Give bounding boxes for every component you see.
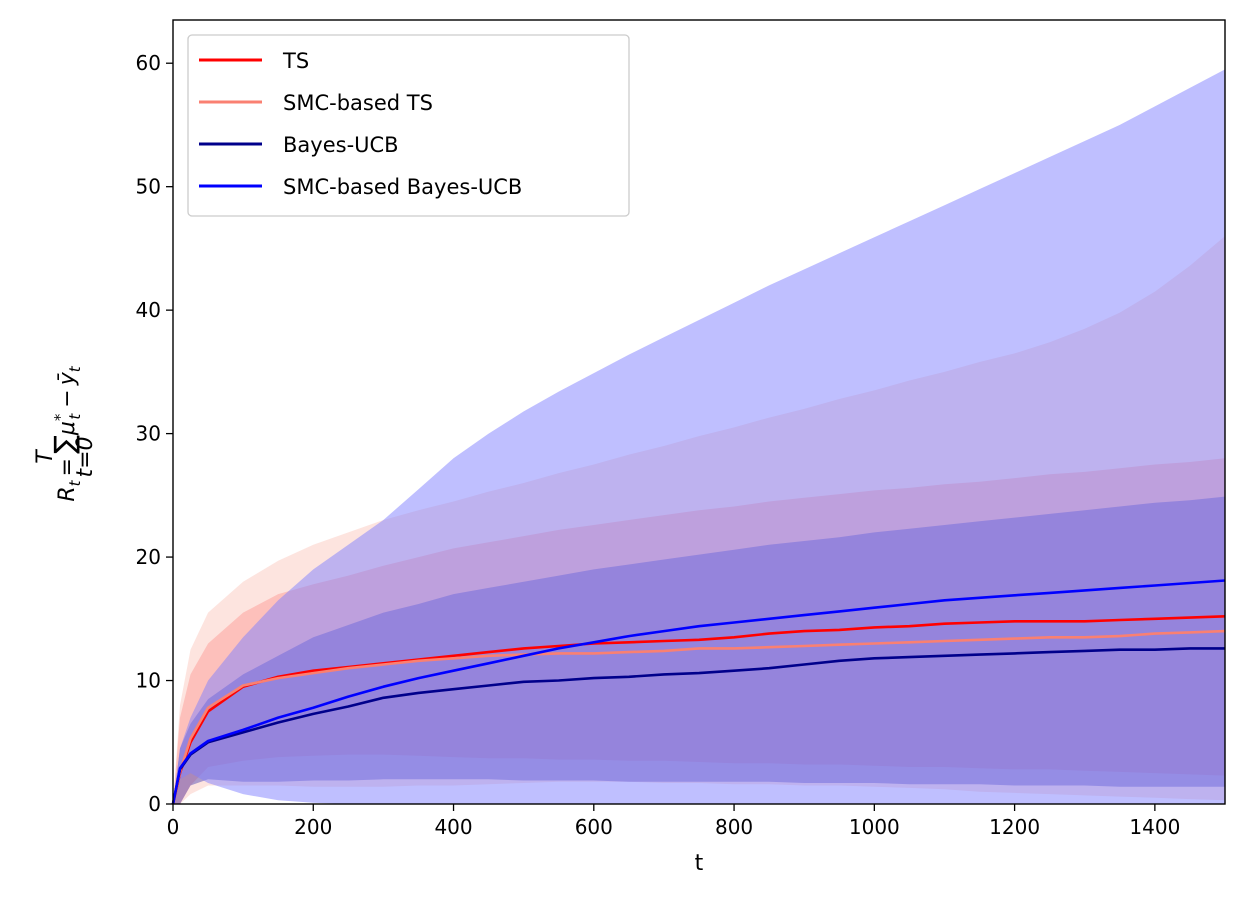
legend-label: Bayes-UCB [283,133,399,157]
ylabel-sum-top: T [33,449,58,464]
x-tick-label: 1200 [989,815,1040,839]
x-axis-ticks: 0 200 400 600 800 1000 1200 1400 [167,804,1180,839]
legend-label: SMC-based TS [283,91,433,115]
x-tick-label: 0 [167,815,180,839]
svg-text:Rt=∑μ*t−ȳt: Rt=∑μ*t−ȳt [48,365,84,501]
legend-box [187,34,630,217]
plot-frame [172,19,1226,805]
y-tick-label: 60 [136,51,161,75]
line-bayes-ucb [171,647,1225,805]
y-tick-label: 0 [148,792,161,816]
x-tick-label: 1400 [1129,815,1180,839]
x-axis-label: t [695,851,704,876]
y-tick-label: 30 [136,422,161,446]
ylabel-ybar-sub: t [66,365,84,372]
y-tick-label: 50 [136,175,161,199]
ylabel-mu-sub: t [66,413,84,420]
line-ts [171,615,1226,805]
ylabel-mu-sup: * [51,413,69,421]
y-axis-ticks: 0 10 20 30 40 50 60 [136,51,173,816]
ylabel-R: R [55,486,80,501]
ylabel-eq: = [55,458,80,476]
series-lines [171,579,1226,805]
x-tick-label: 1000 [849,815,900,839]
line-smc-based-bayes-ucb [171,579,1226,805]
y-tick-label: 40 [136,298,161,322]
y-tick-label: 10 [136,669,161,693]
ylabel-mu: μ [55,421,80,436]
x-tick-label: 800 [715,815,753,839]
x-tick-label: 200 [294,815,332,839]
band-smc-based-bayes-ucb [173,69,1225,804]
legend-label: TS [282,49,309,73]
y-axis-label: Rt=∑μ*t−ȳt T t=0 [33,365,98,501]
legend: TS SMC-based TS Bayes-UCB SMC-based Bayes-U… [187,34,630,217]
ylabel-sum-bottom: t=0 [73,436,98,477]
ylabel-R-sub: t [66,479,84,486]
ylabel-ybar: ȳ [55,371,80,386]
confidence-bands [173,69,1225,805]
ylabel-minus: − [55,389,80,407]
x-tick-label: 400 [434,815,472,839]
y-tick-label: 20 [136,545,161,569]
line-smc-based-ts [171,629,1226,805]
legend-label: SMC-based Bayes-UCB [283,175,522,199]
ylabel-sum: ∑ [48,435,81,454]
x-tick-label: 600 [575,815,613,839]
